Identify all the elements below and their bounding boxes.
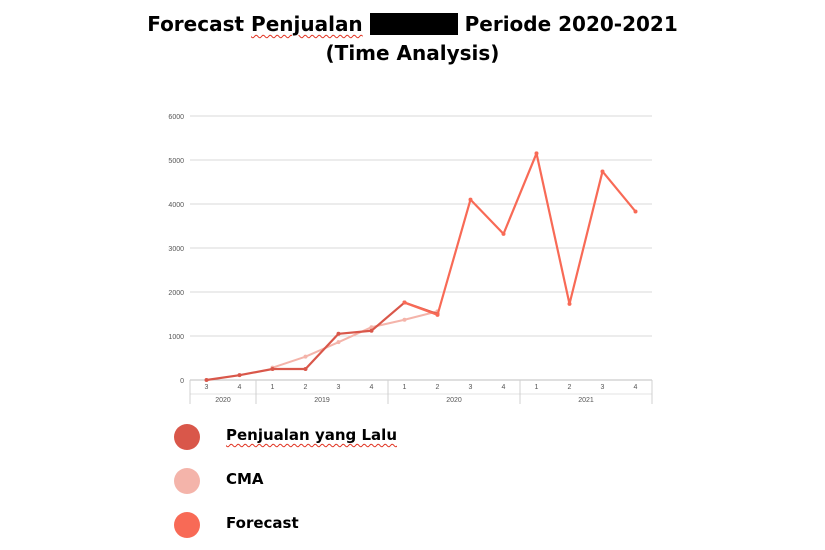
legend-swatch-cma (174, 468, 200, 494)
legend-label-cma: CMA (226, 470, 264, 488)
data-point-cma (303, 354, 308, 359)
legend-item-past-sales: Penjualan yang Lalu (174, 422, 474, 452)
legend-swatch-forecast (174, 512, 200, 538)
x-tick-label: 3 (601, 384, 605, 391)
series-line-cma (272, 310, 438, 369)
legend-item-forecast: Forecast (174, 510, 474, 540)
x-tick-label: 2 (568, 384, 572, 391)
data-point-forecast (435, 312, 440, 317)
data-point-forecast (402, 300, 407, 305)
x-tick-label: 4 (370, 384, 374, 391)
series-line-past-sales (206, 301, 438, 382)
data-point-past-sales (303, 367, 308, 371)
data-point-forecast (468, 197, 473, 202)
y-tick-label: 2000 (168, 290, 184, 297)
x-tick-label: 3 (337, 384, 341, 391)
data-point-past-sales (204, 378, 209, 382)
x-group-label: 2020 (215, 397, 231, 404)
x-tick-label: 2 (304, 384, 308, 391)
data-point-forecast (600, 169, 605, 174)
chart-title: Forecast Penjualan Periode 2020-2021 (Ti… (0, 10, 825, 68)
data-point-cma (336, 340, 341, 345)
y-tick-label: 4000 (168, 202, 184, 209)
x-tick-label: 1 (535, 384, 539, 391)
title-period: Periode 2020-2021 (464, 12, 678, 36)
x-tick-label: 1 (403, 384, 407, 391)
title-line-1: Forecast Penjualan Periode 2020-2021 (0, 10, 825, 39)
title-word-penjualan: Penjualan (251, 12, 363, 36)
data-point-past-sales (270, 367, 275, 371)
x-tick-label: 4 (238, 384, 242, 391)
data-point-past-sales (369, 328, 374, 333)
data-point-forecast (534, 151, 539, 156)
redaction-block (369, 13, 458, 35)
title-line-2: (Time Analysis) (325, 41, 500, 65)
data-point-forecast (567, 301, 572, 306)
x-group-label: 2021 (578, 397, 594, 404)
x-group-label: 2019 (314, 397, 330, 404)
y-tick-label: 0 (180, 378, 184, 385)
data-point-cma (402, 317, 407, 322)
y-tick-label: 1000 (168, 334, 184, 341)
title-word-forecast: Forecast (147, 12, 245, 36)
data-point-past-sales (237, 373, 242, 378)
series-line-forecast (404, 152, 637, 316)
x-tick-label: 3 (469, 384, 473, 391)
data-point-forecast (633, 209, 638, 214)
x-group-label: 2020 (446, 397, 462, 404)
legend-label-forecast: Forecast (226, 514, 299, 532)
x-tick-label: 2 (436, 384, 440, 391)
legend-item-cma: CMA (174, 466, 474, 496)
data-point-past-sales (336, 331, 341, 336)
x-tick-label: 1 (271, 384, 275, 391)
y-tick-label: 6000 (168, 114, 184, 121)
legend-swatch-past-sales (174, 424, 200, 450)
data-point-forecast (501, 231, 506, 236)
y-tick-label: 5000 (168, 158, 184, 165)
data-point-cma (369, 325, 374, 330)
x-tick-label: 4 (502, 384, 506, 391)
legend-label-past-sales: Penjualan yang Lalu (226, 426, 397, 444)
y-tick-label: 3000 (168, 246, 184, 253)
x-tick-label: 4 (634, 384, 638, 391)
x-tick-label: 3 (205, 384, 209, 391)
